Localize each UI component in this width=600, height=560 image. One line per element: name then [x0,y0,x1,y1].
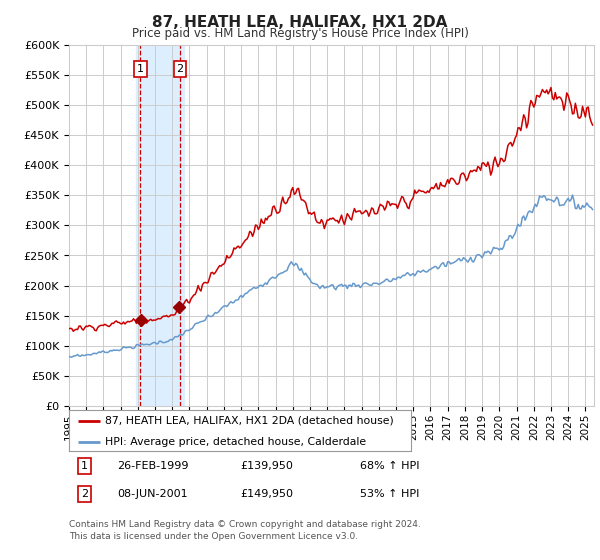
Text: 08-JUN-2001: 08-JUN-2001 [117,489,188,499]
Text: 2: 2 [81,489,88,499]
Text: 87, HEATH LEA, HALIFAX, HX1 2DA (detached house): 87, HEATH LEA, HALIFAX, HX1 2DA (detache… [105,416,394,426]
Text: Contains HM Land Registry data © Crown copyright and database right 2024.
This d: Contains HM Land Registry data © Crown c… [69,520,421,541]
Text: Price paid vs. HM Land Registry's House Price Index (HPI): Price paid vs. HM Land Registry's House … [131,27,469,40]
Text: 26-FEB-1999: 26-FEB-1999 [117,461,188,471]
Text: 68% ↑ HPI: 68% ↑ HPI [360,461,419,471]
Text: 87, HEATH LEA, HALIFAX, HX1 2DA: 87, HEATH LEA, HALIFAX, HX1 2DA [152,15,448,30]
Bar [136,45,184,406]
Text: 53% ↑ HPI: 53% ↑ HPI [360,489,419,499]
Text: £139,950: £139,950 [240,461,293,471]
Text: HPI: Average price, detached house, Calderdale: HPI: Average price, detached house, Cald… [105,437,366,447]
Text: £149,950: £149,950 [240,489,293,499]
Text: 2: 2 [176,64,184,74]
Text: 1: 1 [81,461,88,471]
Text: 1: 1 [137,64,144,74]
